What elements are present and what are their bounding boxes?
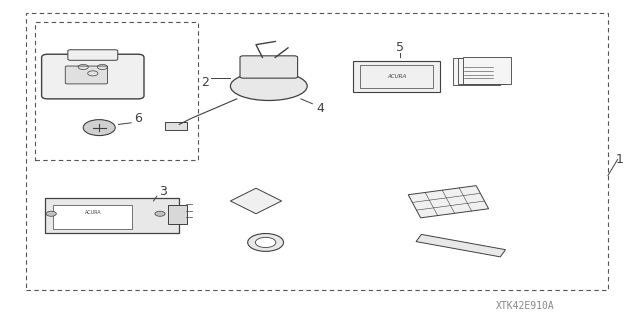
FancyBboxPatch shape (42, 54, 144, 99)
Circle shape (155, 211, 165, 216)
Text: ACURA: ACURA (84, 210, 101, 215)
Polygon shape (230, 188, 282, 214)
FancyBboxPatch shape (165, 122, 187, 130)
Text: 6: 6 (134, 112, 141, 124)
Circle shape (248, 234, 284, 251)
FancyBboxPatch shape (45, 198, 179, 233)
Polygon shape (408, 186, 488, 218)
Circle shape (46, 211, 56, 216)
Circle shape (255, 237, 276, 248)
Text: 5: 5 (396, 41, 404, 54)
FancyBboxPatch shape (168, 205, 187, 224)
FancyBboxPatch shape (353, 61, 440, 92)
Text: 2: 2 (201, 77, 209, 89)
FancyBboxPatch shape (68, 50, 118, 60)
FancyBboxPatch shape (458, 58, 506, 85)
Polygon shape (416, 234, 506, 257)
FancyBboxPatch shape (453, 58, 500, 85)
Text: ACURA: ACURA (387, 74, 406, 79)
Text: 4: 4 (316, 102, 324, 115)
Ellipse shape (230, 72, 307, 100)
Text: XTK42E910A: XTK42E910A (495, 301, 554, 311)
Circle shape (83, 120, 115, 136)
FancyBboxPatch shape (240, 56, 298, 78)
FancyBboxPatch shape (65, 66, 108, 84)
Text: 3: 3 (159, 185, 167, 198)
Text: 1: 1 (616, 153, 623, 166)
FancyBboxPatch shape (53, 205, 132, 229)
FancyBboxPatch shape (463, 57, 511, 84)
